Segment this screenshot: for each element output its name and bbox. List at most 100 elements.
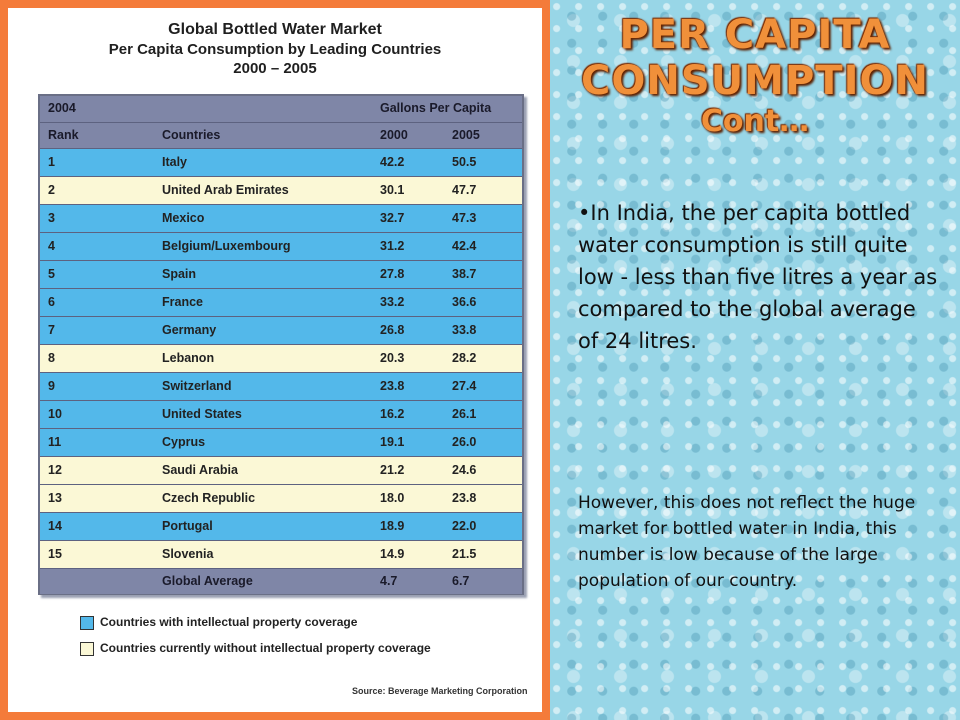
cell-country: Cyprus xyxy=(162,435,206,449)
cell-2000: 31.2 xyxy=(380,239,405,253)
table-image-frame: Global Bottled Water Market Per Capita C… xyxy=(0,0,550,720)
cell-rank: 13 xyxy=(48,491,62,505)
cell-rank: 7 xyxy=(48,323,55,337)
cell-country: Mexico xyxy=(162,211,205,225)
cell-2000: 19.1 xyxy=(380,435,405,449)
cell-country: Germany xyxy=(162,323,217,337)
cell-country: Slovenia xyxy=(162,547,214,561)
table-row: 7 Germany 26.8 33.8 xyxy=(40,316,522,344)
cell-2005: 26.0 xyxy=(452,435,477,449)
table-header-row-year: 2004 Gallons Per Capita xyxy=(40,96,522,122)
legend-label-ip: Countries with intellectual property cov… xyxy=(100,615,358,629)
average-2000: 4.7 xyxy=(380,574,398,588)
cell-2000: 18.0 xyxy=(380,491,405,505)
cell-2000: 42.2 xyxy=(380,155,405,169)
table-row: 14 Portugal 18.9 22.0 xyxy=(40,512,522,540)
cell-country: Italy xyxy=(162,155,188,169)
bullet-icon: • xyxy=(578,201,591,225)
table-row: 11 Cyprus 19.1 26.0 xyxy=(40,428,522,456)
cell-country: Lebanon xyxy=(162,351,215,365)
cell-2005: 27.4 xyxy=(452,379,477,393)
table-row: 9 Switzerland 23.8 27.4 xyxy=(40,372,522,400)
table-header-row-columns: Rank Countries 2000 2005 xyxy=(40,122,522,148)
legend-swatch-blue xyxy=(80,616,94,630)
cell-rank: 11 xyxy=(48,435,62,449)
cell-rank: 9 xyxy=(48,379,55,393)
bullet-text: In India, the per capita bottled water c… xyxy=(578,201,938,353)
table-average-row: Global Average 4.7 6.7 xyxy=(40,568,522,594)
cell-rank: 8 xyxy=(48,351,55,365)
cell-country: France xyxy=(162,295,203,309)
cell-2005: 21.5 xyxy=(452,547,477,561)
cell-2000: 14.9 xyxy=(380,547,405,561)
cell-rank: 4 xyxy=(48,239,55,253)
table-image: Global Bottled Water Market Per Capita C… xyxy=(8,8,542,712)
cell-2005: 23.8 xyxy=(452,491,477,505)
table-row: 2 United Arab Emirates 30.1 47.7 xyxy=(40,176,522,204)
cell-country: United States xyxy=(162,407,242,421)
cell-2000: 30.1 xyxy=(380,183,405,197)
cell-2000: 32.7 xyxy=(380,211,405,225)
cell-rank: 5 xyxy=(48,267,55,281)
cell-2005: 50.5 xyxy=(452,155,477,169)
cell-rank: 3 xyxy=(48,211,55,225)
table-row: 8 Lebanon 20.3 28.2 xyxy=(40,344,522,372)
legend-label-no-ip: Countries currently without intellectual… xyxy=(100,641,431,655)
table-row: 3 Mexico 32.7 47.3 xyxy=(40,204,522,232)
consumption-table: 2004 Gallons Per Capita Rank Countries 2… xyxy=(38,94,524,595)
cell-2000: 20.3 xyxy=(380,351,405,365)
cell-country: Czech Republic xyxy=(162,491,256,505)
cell-country: Saudi Arabia xyxy=(162,463,238,477)
cell-rank: 1 xyxy=(48,155,55,169)
table-row: 10 United States 16.2 26.1 xyxy=(40,400,522,428)
table-source: Source: Beverage Marketing Corporation xyxy=(352,686,528,696)
cell-2005: 47.3 xyxy=(452,211,477,225)
cell-2000: 26.8 xyxy=(380,323,405,337)
header-2005: 2005 xyxy=(452,128,480,142)
header-rank: Rank xyxy=(48,128,79,142)
cell-2005: 47.7 xyxy=(452,183,477,197)
bullet-point: •In India, the per capita bottled water … xyxy=(578,197,938,357)
note-paragraph: However, this does not reflect the huge … xyxy=(578,493,916,591)
table-row: 4 Belgium/Luxembourg 31.2 42.4 xyxy=(40,232,522,260)
average-2005: 6.7 xyxy=(452,574,470,588)
cell-rank: 15 xyxy=(48,547,62,561)
slide-title-line1: PER CAPITA xyxy=(619,12,891,58)
cell-2000: 21.2 xyxy=(380,463,405,477)
cell-2005: 24.6 xyxy=(452,463,477,477)
table-title: Global Bottled Water Market Per Capita C… xyxy=(8,20,542,78)
table-row: 6 France 33.2 36.6 xyxy=(40,288,522,316)
cell-rank: 10 xyxy=(48,407,62,421)
header-countries: Countries xyxy=(162,128,221,142)
table-title-line2: Per Capita Consumption by Leading Countr… xyxy=(108,41,442,58)
cell-rank: 14 xyxy=(48,519,62,533)
table-row: 12 Saudi Arabia 21.2 24.6 xyxy=(40,456,522,484)
cell-2005: 38.7 xyxy=(452,267,477,281)
table-row: 5 Spain 27.8 38.7 xyxy=(40,260,522,288)
cell-country: Switzerland xyxy=(162,379,232,393)
table-row: 13 Czech Republic 18.0 23.8 xyxy=(40,484,522,512)
table-title-line3: 2000 – 2005 xyxy=(233,60,317,77)
legend-swatch-cream xyxy=(80,642,94,656)
slide-title-line3: Cont… xyxy=(700,104,810,139)
cell-2005: 33.8 xyxy=(452,323,477,337)
cell-2000: 33.2 xyxy=(380,295,405,309)
cell-country: Portugal xyxy=(162,519,213,533)
cell-rank: 6 xyxy=(48,295,55,309)
header-2000: 2000 xyxy=(380,128,408,142)
table-title-line1: Global Bottled Water Market xyxy=(168,21,382,38)
cell-rank: 12 xyxy=(48,463,62,477)
table-row: 15 Slovenia 14.9 21.5 xyxy=(40,540,522,568)
cell-2000: 18.9 xyxy=(380,519,405,533)
cell-country: Belgium/Luxembourg xyxy=(162,239,291,253)
slide-title-line2: CONSUMPTION xyxy=(581,58,929,104)
cell-rank: 2 xyxy=(48,183,55,197)
header-year: 2004 xyxy=(48,101,76,115)
cell-2005: 28.2 xyxy=(452,351,477,365)
slide-title: PER CAPITA CONSUMPTION Cont… xyxy=(550,12,960,140)
cell-2005: 36.6 xyxy=(452,295,477,309)
cell-2005: 26.1 xyxy=(452,407,477,421)
cell-country: Spain xyxy=(162,267,197,281)
cell-country: United Arab Emirates xyxy=(162,183,289,197)
cell-2000: 27.8 xyxy=(380,267,405,281)
